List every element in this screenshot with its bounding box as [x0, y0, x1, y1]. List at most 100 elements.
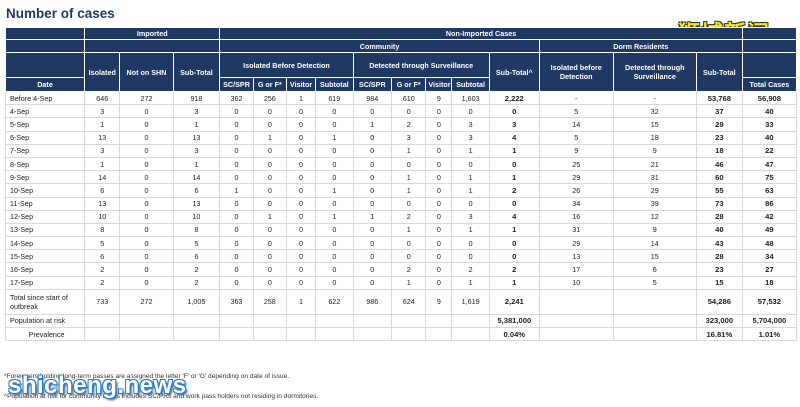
table-cell: 17	[538, 262, 614, 277]
table-cell: 0	[352, 222, 393, 238]
header-total-cases: Total Cases	[741, 77, 798, 92]
table-cell: 46	[695, 156, 743, 172]
table-row: 5-Sep 1 0 1 0 0 0 0 1 2 0 3 3 14 15 29 33	[4, 117, 798, 132]
table-cell: 0	[352, 262, 393, 277]
table-cell: 1	[252, 209, 287, 224]
table-cell: 1	[315, 130, 354, 145]
row-date: 16-Sep	[4, 262, 86, 277]
table-cell: 29	[538, 170, 614, 185]
table-cell: 1	[219, 183, 254, 198]
table-cell: 23	[695, 130, 743, 145]
table-cell: 54,286	[695, 288, 743, 315]
table-cell: 2,222	[488, 90, 540, 106]
table-cell: 49	[741, 222, 798, 238]
table-cell: 0	[285, 117, 317, 132]
table-cell	[219, 326, 254, 342]
table-cell: 1	[172, 117, 221, 132]
table-cell: 0	[352, 183, 393, 198]
header-isolated-before-detection: Isolated Before Detection	[219, 52, 354, 78]
table-cell: 15	[612, 117, 697, 132]
table-cell: 0	[119, 130, 174, 145]
table-cell: 13	[538, 249, 614, 264]
header-date: Date	[4, 77, 86, 92]
table-cell: 6	[84, 183, 121, 198]
table-cell: 0	[285, 249, 317, 264]
row-date: 15-Sep	[4, 249, 86, 264]
table-cell: 9	[612, 143, 697, 158]
table-cell: 1	[352, 117, 393, 132]
table-cell: 2	[84, 262, 121, 277]
table-cell: 26	[538, 183, 614, 198]
table-row: 10-Sep 6 0 6 1 0 0 1 0 1 0 1 2 26 29 55 63	[4, 183, 798, 198]
table-cell: 42	[741, 209, 798, 224]
table-cell: 3	[84, 143, 121, 158]
table-row: 7-Sep 3 0 3 0 0 0 0 0 1 0 1 1 9 9 18 22	[4, 143, 798, 158]
table-cell: 0	[425, 170, 453, 185]
prevalence-dorm: 16.81%	[695, 326, 743, 342]
table-cell: 0	[119, 222, 174, 238]
table-cell: 0	[352, 196, 393, 211]
header-imported: Imported	[84, 27, 221, 40]
table-cell: 0	[315, 143, 354, 158]
table-cell: 2	[488, 183, 540, 198]
table-cell: 2,241	[488, 288, 540, 315]
table-cell: 0	[219, 143, 254, 158]
table-cell: 272	[119, 90, 174, 106]
table-row: 9-Sep 14 0 14 0 0 0 0 0 1 0 1 1 29 31 60 75	[4, 170, 798, 185]
header-blank	[4, 39, 86, 53]
table-cell: 0	[488, 104, 540, 119]
table-cell: 10	[84, 209, 121, 224]
table-cell	[352, 313, 393, 329]
table-cell: 0	[119, 209, 174, 224]
table-cell: 0	[252, 117, 287, 132]
table-cell: 0	[352, 275, 393, 290]
table-cell: 1	[391, 222, 427, 238]
table-cell: 29	[538, 236, 614, 251]
table-cell: 0	[315, 117, 354, 132]
table-cell	[538, 288, 614, 315]
table-cell: 2	[391, 117, 427, 132]
table-cell: 0	[425, 222, 453, 238]
header-blank	[741, 52, 798, 78]
table-cell: 0	[425, 143, 453, 158]
table-cell: 0	[285, 196, 317, 211]
table-cell	[84, 326, 121, 342]
table-cell: 1	[451, 275, 490, 290]
table-cell: 1	[391, 143, 427, 158]
table-cell: 0	[252, 236, 287, 251]
table-cell: 1	[451, 183, 490, 198]
table-cell: 0	[252, 156, 287, 172]
table-cell	[391, 313, 427, 329]
table-cell	[315, 313, 354, 329]
cases-table: Imported Non-Imported Cases Community Do…	[4, 27, 798, 342]
table-cell: 0	[391, 196, 427, 211]
table-cell: 10	[538, 275, 614, 290]
header-not-on-shn: Not on SHN	[119, 52, 174, 92]
table-cell: 2	[451, 262, 490, 277]
header-isolated: Isolated	[84, 52, 121, 92]
page-title: Number of cases	[6, 6, 115, 21]
table-cell: 0	[315, 222, 354, 238]
table-cell: 33	[741, 117, 798, 132]
table-cell: 2	[84, 275, 121, 290]
table-cell: 14	[538, 117, 614, 132]
header-dorm-subtotal: Sub-Total	[695, 52, 743, 92]
table-cell: 1	[391, 183, 427, 198]
table-cell: 0	[315, 170, 354, 185]
table-cell: 0	[451, 196, 490, 211]
table-cell: 610	[391, 90, 427, 106]
table-cell: 0	[219, 275, 254, 290]
table-cell: 986	[352, 288, 393, 315]
table-cell: 6	[172, 249, 221, 264]
table-cell: 0	[219, 170, 254, 185]
table-cell: 0	[119, 275, 174, 290]
table-cell: 5	[172, 236, 221, 251]
table-cell: 0	[425, 275, 453, 290]
table-row: 13-Sep 8 0 8 0 0 0 0 0 1 0 1 1 31 9 40 49	[4, 222, 798, 238]
row-date: 14-Sep	[4, 236, 86, 251]
table-cell: 0	[391, 156, 427, 172]
table-cell: 18	[695, 143, 743, 158]
header-detected-surveillance: Detected through Surveillance	[352, 52, 490, 78]
table-cell: 34	[741, 249, 798, 264]
table-cell: 32	[612, 104, 697, 119]
